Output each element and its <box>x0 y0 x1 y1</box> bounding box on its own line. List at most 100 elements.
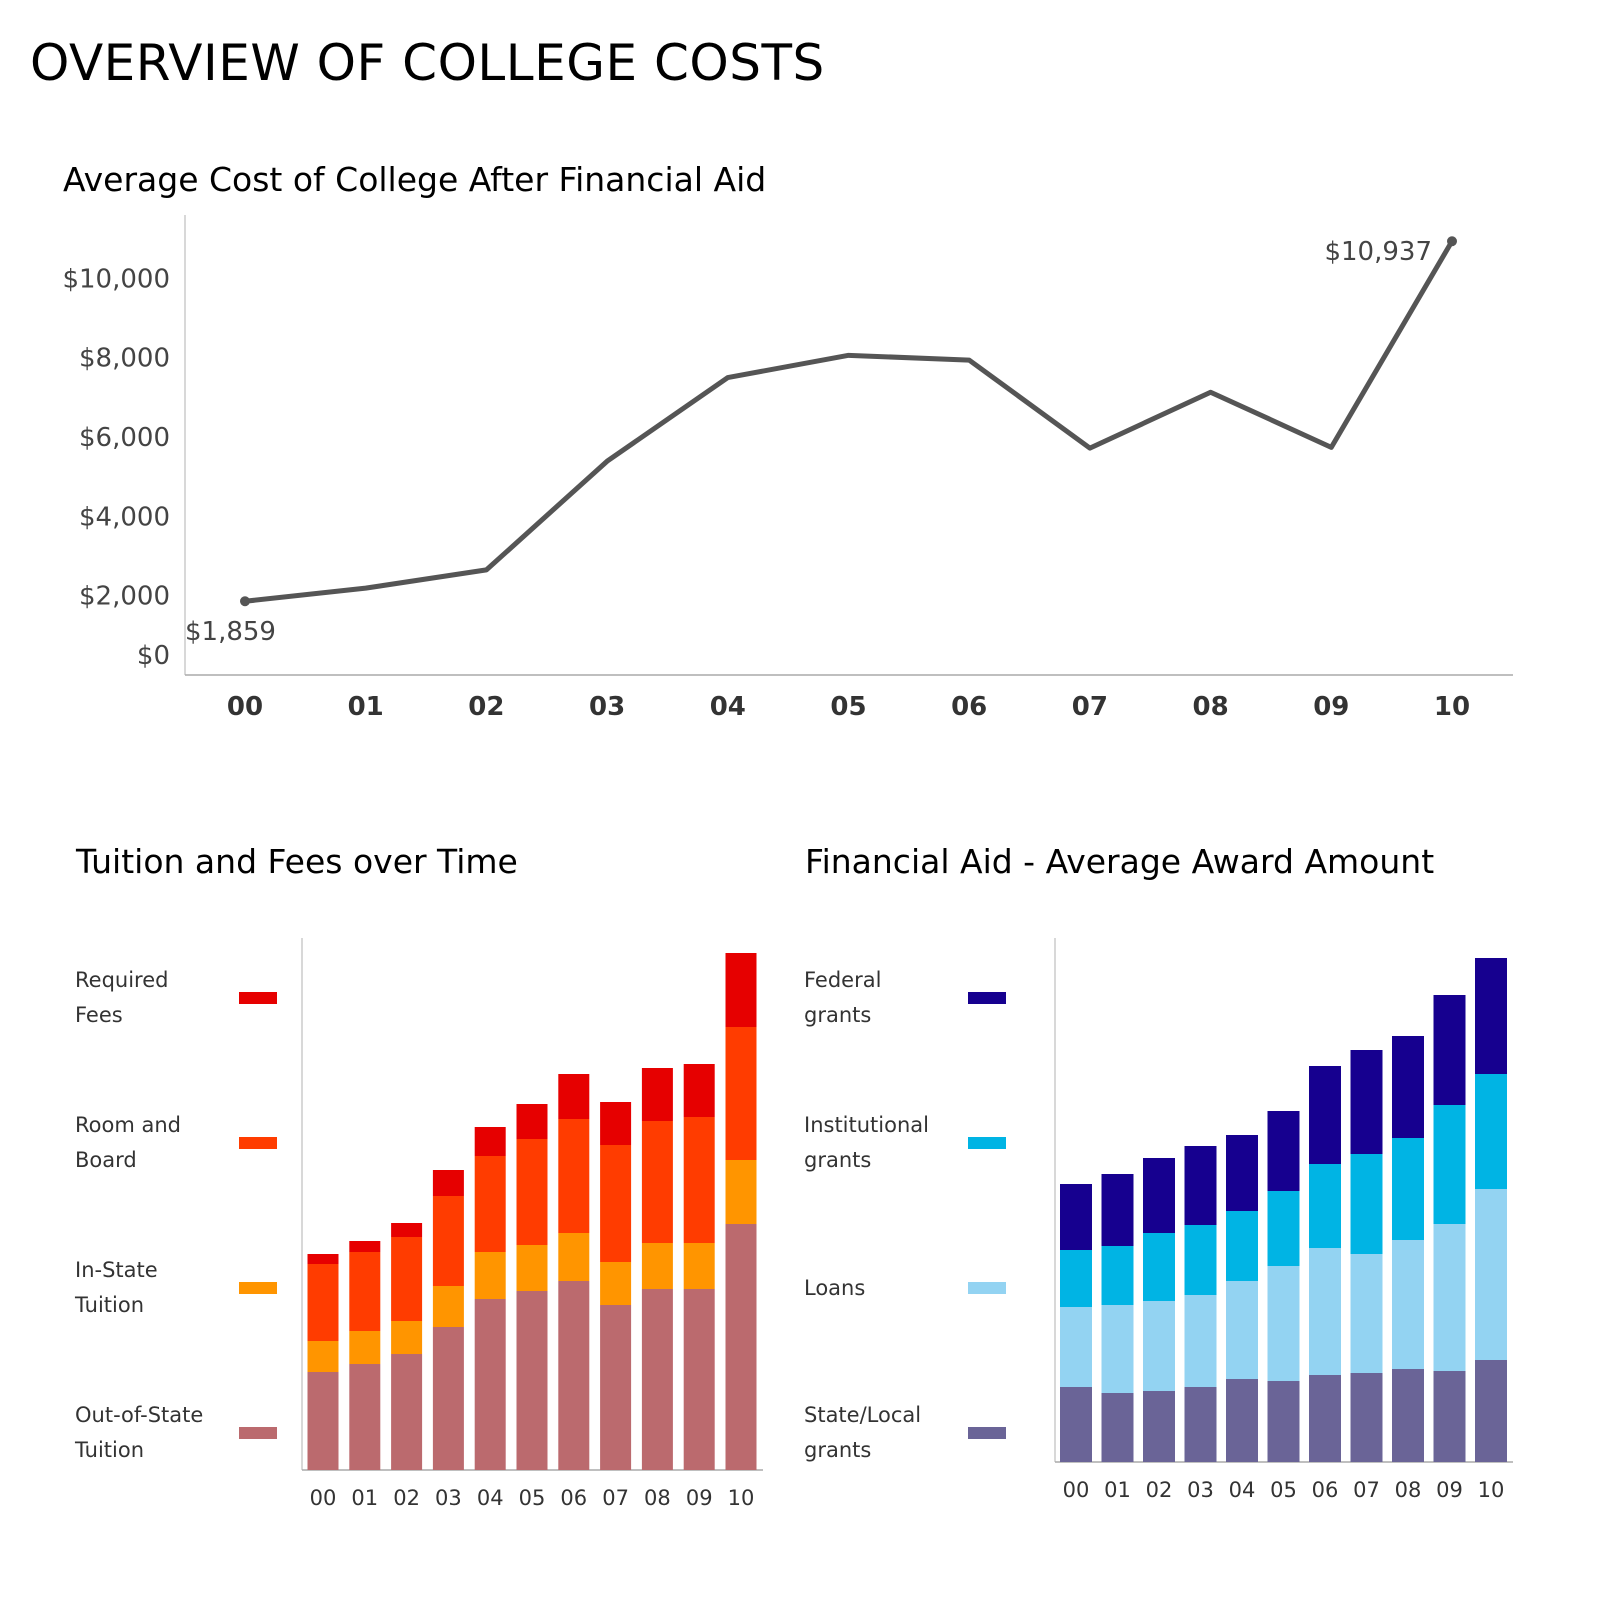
aid-bar-segment <box>1267 1111 1300 1191</box>
aid-x-tick-label: 05 <box>1270 1478 1297 1502</box>
tuition-x-tick-label: 05 <box>519 1486 546 1510</box>
aid-x-tick-label: 09 <box>1436 1478 1463 1502</box>
dashboard-title: OVERVIEW OF COLLEGE COSTS <box>30 34 825 92</box>
tuition-bar-segment <box>474 1127 506 1156</box>
aid-bar-segment <box>1392 1036 1424 1138</box>
tuition-bar-segment <box>432 1196 464 1286</box>
y-tick-label: $4,000 <box>79 502 170 532</box>
aid-bar-segment <box>1226 1379 1258 1462</box>
tuition-bar-segment <box>432 1286 464 1327</box>
aid-bar-segment <box>1309 1164 1341 1248</box>
x-tick-label: 08 <box>1193 692 1229 722</box>
tuition-bar-segment <box>600 1102 632 1145</box>
x-tick-label: 05 <box>830 692 866 722</box>
aid-bar-segment <box>1060 1250 1092 1307</box>
aid-bar-segment <box>1143 1158 1175 1233</box>
tuition-bar-segment <box>600 1145 632 1262</box>
tuition-bar-segment <box>600 1305 632 1470</box>
tuition-bar-segment <box>432 1327 464 1470</box>
tuition-bar-segment <box>725 1160 757 1224</box>
aid-legend-swatch <box>968 1282 1006 1294</box>
tuition-bar-segment <box>349 1252 381 1331</box>
line-chart-title: Average Cost of College After Financial … <box>63 160 767 199</box>
aid-x-tick-label: 02 <box>1146 1478 1173 1502</box>
aid-bar-segment <box>1184 1146 1217 1225</box>
aid-bar-segment <box>1226 1281 1258 1379</box>
aid-bar-segment <box>1267 1266 1300 1381</box>
tuition-bar-segment <box>349 1364 381 1470</box>
aid-bar-segment <box>1350 1050 1383 1154</box>
aid-bar-segment <box>1433 1105 1466 1224</box>
aid-bar-segment <box>1267 1191 1300 1266</box>
tuition-legend-swatch <box>239 1427 277 1439</box>
tuition-bar-segment <box>558 1233 590 1281</box>
tuition-bar-segment <box>516 1139 548 1245</box>
aid-x-tick-label: 03 <box>1187 1478 1214 1502</box>
aid-x-tick-label: 10 <box>1478 1478 1505 1502</box>
aid-bar-segment <box>1309 1375 1341 1462</box>
tuition-bar-segment <box>683 1064 715 1117</box>
tuition-x-tick-label: 03 <box>435 1486 462 1510</box>
x-tick-label: 07 <box>1072 692 1108 722</box>
tuition-bar-segment <box>641 1121 673 1243</box>
tuition-bar-segment <box>683 1243 715 1289</box>
aid-x-tick-label: 08 <box>1395 1478 1422 1502</box>
tuition-bar-segment <box>474 1252 506 1299</box>
cost-line <box>244 239 1455 604</box>
tuition-bar-segment <box>307 1254 339 1264</box>
aid-bar-segment <box>1143 1391 1175 1462</box>
aid-bar-segment <box>1184 1225 1217 1295</box>
tuition-bar-segment <box>516 1291 548 1470</box>
aid-bar-segment <box>1143 1233 1175 1301</box>
endpoint-marker <box>1447 236 1457 247</box>
tuition-x-tick-label: 06 <box>560 1486 587 1510</box>
aid-bar-segment <box>1475 1074 1507 1189</box>
tuition-bar-segment <box>683 1117 715 1243</box>
tuition-legend-swatch <box>239 1282 277 1294</box>
tuition-legend-label: Room and Board <box>75 1113 181 1172</box>
aid-bar-segment <box>1101 1246 1134 1305</box>
tuition-x-tick-label: 04 <box>477 1486 504 1510</box>
tuition-bar-segment <box>641 1289 673 1470</box>
aid-bar-segment <box>1060 1307 1092 1387</box>
tuition-bar-segment <box>391 1223 423 1237</box>
tuition-bar-segment <box>307 1372 339 1470</box>
tuition-bar-segment <box>474 1299 506 1470</box>
aid-bar-segment <box>1226 1211 1258 1281</box>
tuition-bar-segment <box>391 1321 423 1354</box>
tuition-bar-segment <box>725 953 757 1027</box>
aid-x-tick-label: 01 <box>1104 1478 1131 1502</box>
aid-bar-segment <box>1143 1301 1175 1391</box>
x-tick-label: 09 <box>1313 692 1349 722</box>
tuition-legend-label: Out-of-State Tuition <box>75 1403 204 1462</box>
tuition-bar-segment <box>558 1074 590 1119</box>
y-tick-label: $0 <box>137 641 170 671</box>
aid-bar-segment <box>1433 1371 1466 1462</box>
tuition-bar-segment <box>307 1341 339 1372</box>
aid-bar-segment <box>1475 1360 1507 1462</box>
tuition-x-tick-label: 01 <box>351 1486 378 1510</box>
aid-bar-segment <box>1350 1154 1383 1254</box>
aid-bar-segment <box>1184 1295 1217 1387</box>
aid-bar-segment <box>1309 1248 1341 1375</box>
y-tick-label: $2,000 <box>79 582 170 612</box>
aid-bar-segment <box>1267 1381 1300 1462</box>
aid-bar-segment <box>1309 1066 1341 1164</box>
aid-bar-segment <box>1101 1393 1134 1462</box>
tuition-chart-title: Tuition and Fees over Time <box>76 842 518 881</box>
aid-legend-label: Institutional grants <box>804 1113 929 1172</box>
aid-bar-segment <box>1475 1189 1507 1360</box>
aid-bar-segment <box>1392 1369 1424 1462</box>
y-tick-label: $6,000 <box>79 423 170 453</box>
aid-legend-label: Loans <box>804 1276 866 1300</box>
tuition-bar-segment <box>474 1156 506 1252</box>
y-tick-label: $10,000 <box>62 264 170 294</box>
x-tick-label: 00 <box>227 692 263 722</box>
tuition-bar-segment <box>641 1243 673 1289</box>
tuition-bar-segment <box>641 1068 673 1121</box>
aid-bar-segment <box>1101 1174 1134 1246</box>
aid-bar-segment <box>1433 1224 1466 1371</box>
tuition-legend-swatch <box>239 1137 277 1149</box>
aid-x-tick-label: 07 <box>1353 1478 1380 1502</box>
